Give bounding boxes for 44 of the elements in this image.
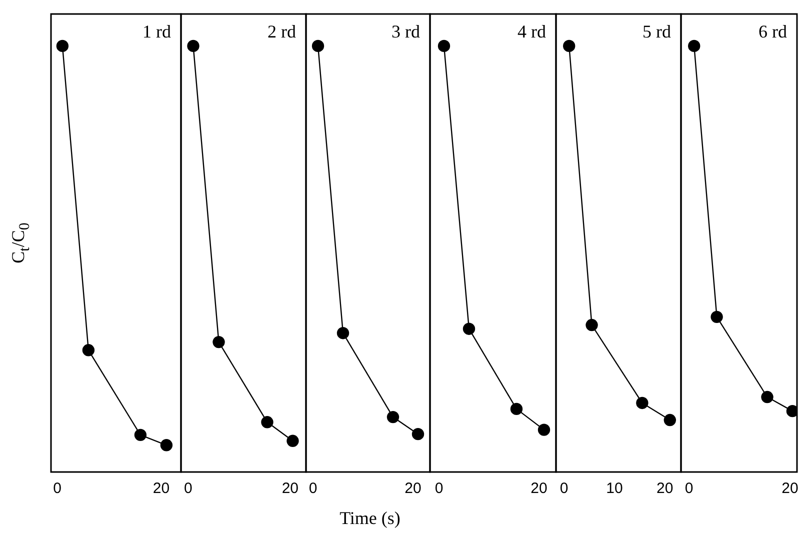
text: 3 rd: [392, 22, 420, 42]
point: [664, 414, 676, 426]
x-tick-label: 0: [434, 480, 444, 498]
text: 1 rd: [142, 22, 171, 42]
point: [386, 410, 400, 424]
point: [336, 327, 350, 340]
x-tick-label: 20: [282, 480, 299, 498]
point: [312, 40, 324, 52]
x-tick-label: 0: [53, 480, 62, 498]
point: [212, 336, 225, 348]
point: [160, 439, 173, 452]
x-tick-label: 20: [782, 480, 798, 498]
x-tick-label: 0: [308, 480, 318, 498]
x-tick-label: 20: [530, 480, 548, 498]
point: [761, 390, 774, 404]
x-tick-label: 0: [560, 480, 568, 498]
point: [412, 428, 424, 440]
text: 2 rd: [268, 22, 296, 42]
point: [586, 318, 598, 332]
x-tick-label: 20: [404, 480, 422, 498]
x-tick-label: 20: [152, 480, 170, 498]
x-tick-label: 20: [656, 480, 674, 498]
point: [563, 40, 576, 52]
point: [786, 404, 797, 418]
point: [510, 402, 523, 416]
x-tick-label: 0: [184, 480, 192, 498]
point: [134, 428, 147, 442]
point: [438, 40, 450, 52]
point: [538, 424, 550, 436]
point: [82, 344, 95, 356]
point: [187, 40, 200, 52]
text: 6 rd: [758, 22, 787, 42]
point: [286, 434, 299, 447]
point: [710, 310, 723, 324]
point: [56, 40, 69, 52]
point: [688, 40, 700, 52]
point: [261, 416, 274, 428]
text: 5 rd: [642, 22, 671, 42]
x-tick-label: 0: [684, 480, 694, 498]
x-tick-label: 10: [606, 480, 623, 498]
point: [636, 396, 648, 410]
x-axis-title: Time (s): [340, 508, 400, 529]
text: 4 rd: [518, 22, 546, 42]
point: [462, 322, 476, 335]
